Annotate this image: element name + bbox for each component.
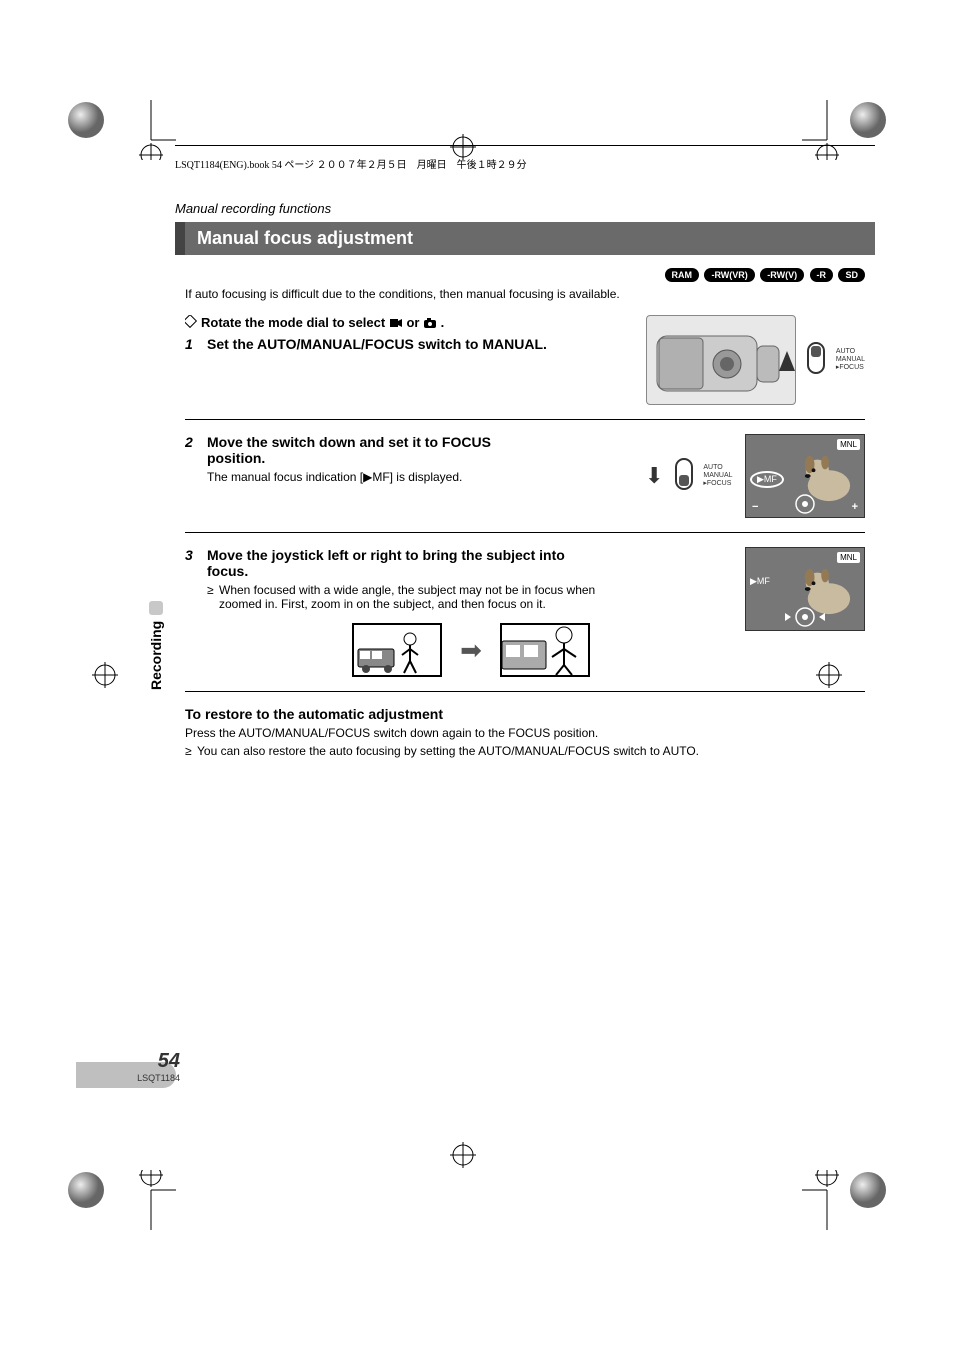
restore-heading: To restore to the automatic adjustment (185, 706, 865, 722)
badge-r: -R (810, 268, 834, 282)
divider-1 (185, 419, 865, 420)
corner-sphere-tl (66, 100, 106, 145)
mnl-badge: MNL (837, 439, 860, 450)
step-3-bullet: When focused with a wide angle, the subj… (219, 583, 599, 611)
lcd-screen-1: MNL ▶MF − + (745, 434, 865, 518)
mnl-badge-2: MNL (837, 552, 860, 563)
camera-icon (647, 316, 797, 405)
side-tab-label: Recording (148, 621, 164, 690)
restore-text: Press the AUTO/MANUAL/FOCUS switch down … (185, 726, 865, 740)
bullet-dot: ≥ (207, 583, 219, 611)
switch-manual-2: MANUAL (703, 472, 732, 479)
plus-control: + (852, 501, 858, 513)
side-tab: Recording (148, 601, 164, 690)
mf-indicator-2: ▶MF (750, 576, 770, 587)
divider-3 (185, 691, 865, 692)
page-title: Manual focus adjustment (175, 222, 875, 255)
restore-bullet: You can also restore the auto focusing b… (197, 744, 699, 758)
register-mark-left (90, 660, 120, 690)
switch-label-1: AUTO MANUAL ▸FOCUS (836, 348, 865, 372)
register-mark-bottom (448, 1140, 478, 1170)
switch-focus-2: FOCUS (707, 480, 732, 487)
mf-indicator: ▶MF (750, 471, 784, 488)
page-number: 54 (120, 1050, 180, 1073)
video-mode-icon (389, 317, 403, 329)
badge-ram: RAM (665, 268, 700, 282)
step-2: ⬇ AUTO MANUAL ▸FOCUS MNL ▶MF (185, 434, 865, 518)
photo-mode-icon (423, 317, 437, 329)
page-code: LSQT1184 (120, 1073, 180, 1083)
book-header: LSQT1184(ENG).book 54 ページ ２００７年２月５日 月曜日 … (175, 150, 875, 171)
rotate-prefix: Rotate the mode dial to select (201, 315, 389, 330)
switch-auto: AUTO (836, 348, 855, 355)
figure-step2: ⬇ AUTO MANUAL ▸FOCUS MNL ▶MF (645, 434, 865, 518)
rotate-suffix: . (437, 315, 444, 330)
corner-sphere-br (848, 1170, 888, 1215)
down-arrow-icon: ⬇ (645, 463, 663, 489)
page-number-block: 54 LSQT1184 (120, 1050, 180, 1083)
badge-rwvr: -RW(VR) (704, 268, 754, 282)
switch-auto-2: AUTO (703, 464, 722, 471)
diamond-icon (185, 315, 197, 328)
step-3-title: Move the joystick left or right to bring… (207, 547, 607, 579)
bracket-tl (126, 100, 176, 165)
switch-label-2: AUTO MANUAL ▸FOCUS (703, 464, 732, 488)
right-arrow-icon: ➡ (460, 635, 482, 666)
corner-sphere-bl (66, 1170, 106, 1215)
step-3: MNL ▶MF 3 (185, 547, 865, 677)
lcd-screen-2: MNL ▶MF (745, 547, 865, 631)
switch-manual: MANUAL (836, 356, 865, 363)
figure-camera: AUTO MANUAL ▸FOCUS (646, 315, 865, 405)
zoom-diagram: ➡ (207, 623, 735, 677)
step-1: AUTO MANUAL ▸FOCUS Rotate the mode dial … (185, 315, 865, 405)
switch-icon (804, 341, 828, 375)
bullet-dot-2: ≥ (185, 744, 197, 758)
side-tab-box-icon (149, 601, 163, 615)
switch-focus: FOCUS (839, 364, 864, 371)
scene-zoom (500, 623, 590, 677)
badge-sd: SD (838, 268, 865, 282)
bracket-br (802, 1170, 852, 1235)
step-2-body: The manual focus indication [▶MF] is dis… (207, 470, 635, 484)
scene-wide (352, 623, 442, 677)
bracket-bl (126, 1170, 176, 1235)
step-2-title: Move the switch down and set it to FOCUS… (207, 434, 527, 466)
corner-sphere-tr (848, 100, 888, 145)
section-label: Manual recording functions (175, 201, 875, 216)
joystick-icon (794, 493, 816, 515)
badge-rwv: -RW(V) (760, 268, 804, 282)
step-1-num: 1 (185, 336, 207, 352)
minus-control: − (752, 501, 758, 513)
step-3-num: 3 (185, 547, 207, 563)
intro-text: If auto focusing is difficult due to the… (185, 287, 865, 301)
step-1-title: Set the AUTO/MANUAL/FOCUS switch to MANU… (207, 336, 636, 352)
joystick-lr-icon (785, 606, 825, 628)
header-rule (175, 145, 875, 146)
media-badges: RAM -RW(VR) -RW(V) -R SD (175, 265, 865, 283)
switch-icon-2 (672, 457, 696, 491)
rotate-mid: or (403, 315, 423, 330)
figure-step3: MNL ▶MF (745, 547, 865, 631)
divider-2 (185, 532, 865, 533)
step-2-num: 2 (185, 434, 207, 450)
